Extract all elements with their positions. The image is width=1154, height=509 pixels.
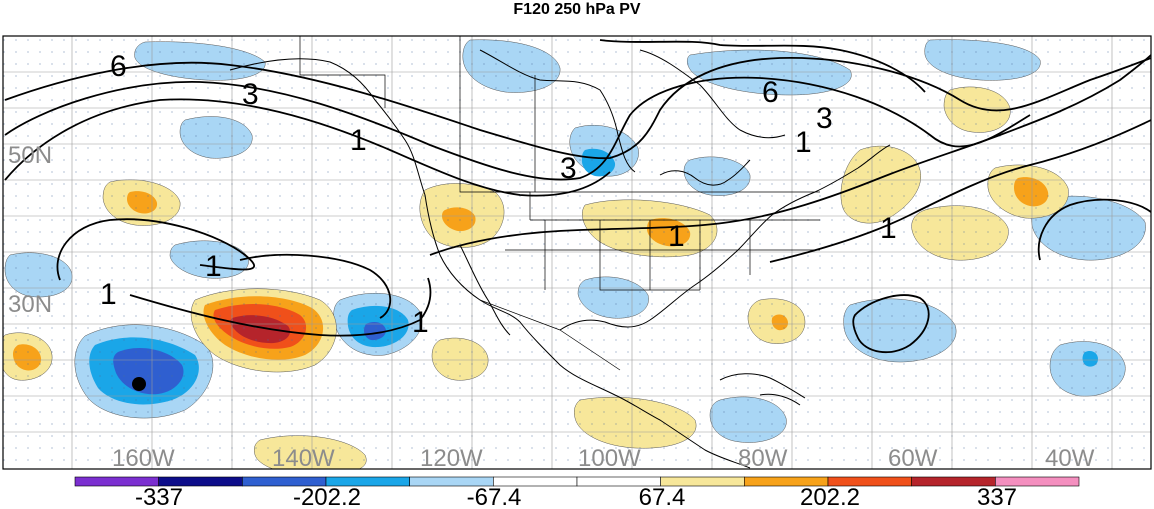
- longitude-label: 140W: [272, 445, 335, 472]
- colorbar-label: -337: [135, 484, 183, 509]
- contour-label: 3: [816, 102, 833, 135]
- contour-label: 1: [795, 126, 812, 159]
- colorbar-label: 202.2: [800, 484, 860, 509]
- latitude-label: 50N: [8, 142, 52, 169]
- longitude-label: 100W: [578, 445, 641, 472]
- contour-label: 3: [242, 78, 259, 111]
- longitude-label: 60W: [888, 445, 938, 472]
- contour-label: 6: [110, 50, 127, 83]
- latitude-label: 30N: [8, 291, 52, 318]
- colorbar-label: 67.4: [639, 484, 686, 509]
- contour-label: 1: [350, 124, 367, 157]
- contour-label: 1: [412, 306, 429, 339]
- colorbar: [74, 476, 1080, 487]
- contour-label: 1: [880, 212, 897, 245]
- pv-contours: [4, 39, 1151, 353]
- colorbar-labels: -337 -202.2 -67.4 67.4 202.2 337: [135, 484, 1017, 509]
- longitude-labels: 160W 140W 120W 100W 80W 60W 40W: [112, 445, 1095, 472]
- contour-label: 1: [205, 250, 222, 283]
- contour-label: 1: [668, 220, 685, 253]
- longitude-label: 40W: [1045, 445, 1095, 472]
- contour-label: 1: [100, 278, 117, 311]
- colorbar-label: -202.2: [293, 484, 361, 509]
- marker-dot: [132, 377, 146, 391]
- longitude-label: 80W: [738, 445, 788, 472]
- political-borders: [299, 36, 820, 371]
- graticule: [3, 36, 1151, 469]
- contour-labels: 6 3 1 3 6 3 1 1 1 1 1 1: [100, 50, 897, 339]
- contour-label: 3: [560, 152, 577, 185]
- map-title: F120 250 hPa PV: [513, 1, 641, 18]
- colorbar-label: -67.4: [467, 484, 522, 509]
- longitude-label: 120W: [420, 445, 483, 472]
- colorbar-segment: [995, 476, 1080, 487]
- contour-label: 6: [762, 76, 779, 109]
- colorbar-label: 337: [977, 484, 1017, 509]
- map-frame: [2, 35, 1152, 470]
- longitude-label: 160W: [112, 445, 175, 472]
